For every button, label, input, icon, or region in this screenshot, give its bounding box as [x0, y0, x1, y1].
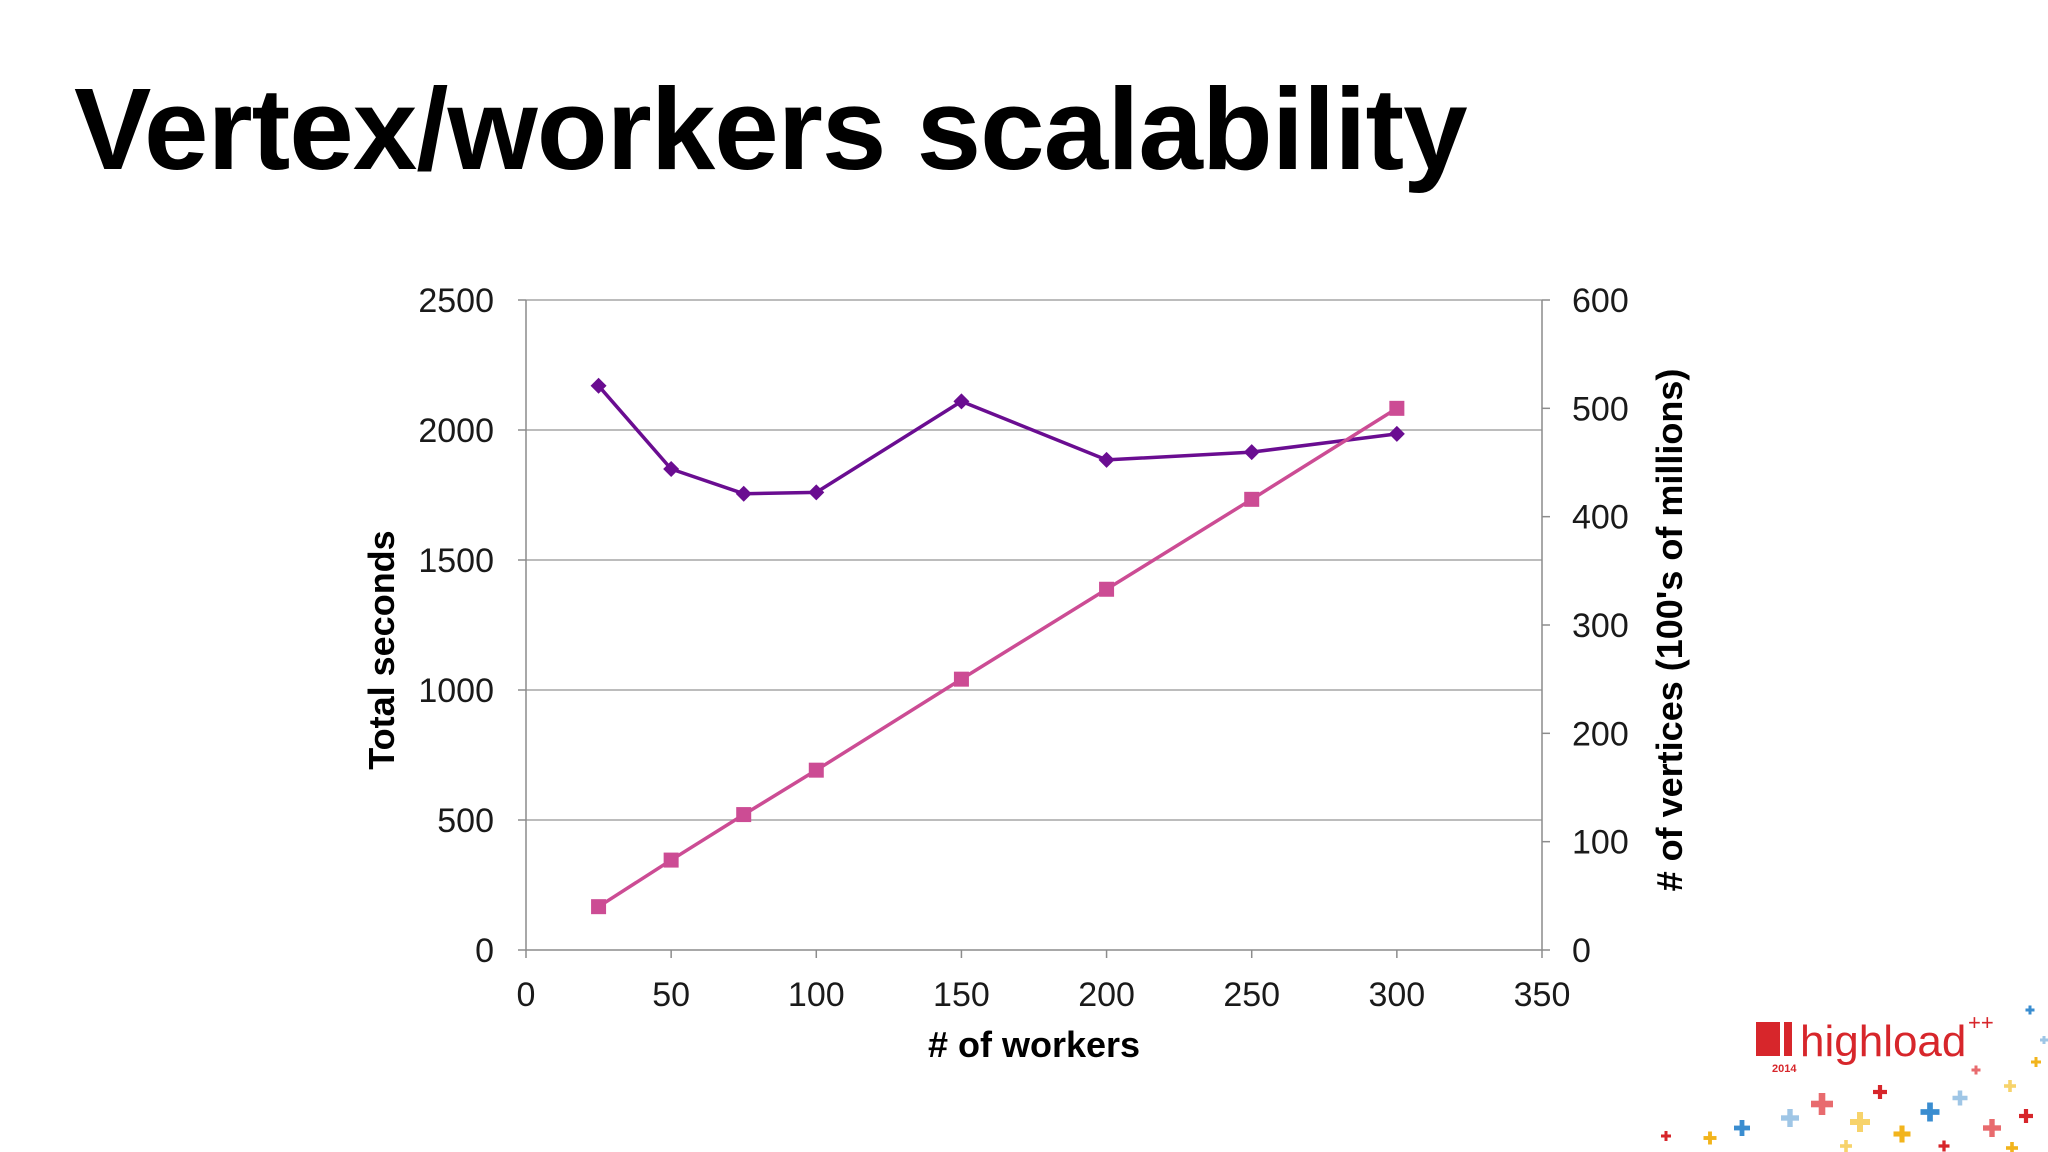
cross-icon [1983, 1119, 2001, 1137]
series-2-point [953, 671, 969, 687]
x-axis-title: # of workers [928, 1024, 1140, 1065]
cross-bar [1899, 1125, 1905, 1143]
cross-icon [2031, 1057, 2041, 1067]
x-tick-label: 100 [788, 976, 845, 1014]
highload-logo: highload ++ 2014 [1661, 1005, 2048, 1152]
y-tick-label: 1500 [418, 542, 494, 580]
y-tick-label: 500 [437, 802, 494, 840]
cross-icon [2025, 1005, 2035, 1015]
x-tick-label: 300 [1368, 976, 1425, 1014]
decorative-crosses [1661, 1005, 2048, 1152]
cross-bar [1844, 1140, 1848, 1152]
series-2-point [663, 852, 679, 868]
cross-bar [1942, 1140, 1946, 1152]
series-2-point [736, 807, 752, 823]
logo-superscript: ++ [1968, 1010, 1994, 1035]
cross-icon [1938, 1140, 1950, 1152]
cross-icon [1920, 1102, 1940, 1122]
cross-bar [1818, 1093, 1826, 1115]
x-tick-label: 50 [652, 976, 690, 1014]
series-2-point [591, 899, 607, 915]
cross-icon [1971, 1065, 1981, 1075]
x-tick-label: 0 [517, 976, 536, 1014]
logo-wordmark: highload [1800, 1017, 1966, 1066]
series-1-point [735, 485, 752, 502]
series-2-point [1244, 491, 1260, 507]
y-tick-label: 0 [475, 932, 494, 970]
cross-icon [1734, 1120, 1750, 1136]
logo-mark-icon [1756, 1022, 1780, 1056]
series-layer [590, 377, 1405, 915]
cross-bar [2010, 1142, 2014, 1152]
cross-bar [1708, 1131, 1712, 1145]
series-2-point [808, 762, 824, 778]
y2-tick-label: 0 [1572, 932, 1591, 970]
series-2-line [597, 406, 1398, 909]
slide-title: Vertex/workers scalability [74, 64, 1468, 194]
cross-bar [1857, 1112, 1863, 1132]
x-tick-label: 250 [1223, 976, 1280, 1014]
cross-icon [1850, 1112, 1870, 1132]
y2-tick-label: 300 [1572, 607, 1629, 645]
cross-bar [1664, 1131, 1668, 1141]
y-axis-title: Total seconds [361, 530, 402, 769]
series-1-point [1098, 451, 1115, 468]
cross-icon [2004, 1080, 2016, 1092]
x-tick-label: 200 [1078, 976, 1135, 1014]
y2-tick-label: 400 [1572, 499, 1629, 537]
cross-bar [1877, 1085, 1883, 1099]
cross-bar [1957, 1090, 1963, 1106]
y2-tick-label: 100 [1572, 824, 1629, 862]
cross-bar [2023, 1109, 2029, 1123]
series-1-point [1388, 425, 1405, 442]
series-1-point [953, 393, 970, 410]
cross-bar [1787, 1109, 1793, 1127]
y2-axis-title: # of vertices (100's of millions) [1649, 369, 1690, 892]
x-tick-label: 350 [1514, 976, 1571, 1014]
cross-icon [1661, 1131, 1671, 1141]
series-1-line [597, 384, 1398, 496]
y2-tick-label: 600 [1572, 282, 1629, 320]
cross-bar [1989, 1119, 1995, 1137]
cross-bar [1927, 1102, 1933, 1122]
gridlines [526, 299, 1542, 821]
series-1-point [663, 461, 680, 477]
cross-bar [2042, 1036, 2046, 1044]
x-tick-label: 150 [933, 976, 990, 1014]
cross-icon [1840, 1140, 1852, 1152]
cross-bar [1974, 1065, 1978, 1075]
cross-bar [2034, 1057, 2038, 1067]
series-2-point [1099, 581, 1115, 597]
series-1-point [808, 484, 825, 501]
y2-tick-label: 200 [1572, 715, 1629, 753]
cross-bar [2028, 1005, 2032, 1015]
cross-icon [2006, 1142, 2018, 1152]
series-1-point [1243, 444, 1260, 461]
cross-icon [2040, 1036, 2048, 1044]
cross-icon [2019, 1109, 2033, 1123]
cross-icon [1703, 1131, 1717, 1145]
series-2-point [1389, 400, 1405, 416]
y-tick-label: 1000 [418, 672, 494, 710]
cross-icon [1781, 1109, 1799, 1127]
cross-bar [1739, 1120, 1745, 1136]
logo-year: 2014 [1772, 1063, 1797, 1075]
logo-mark-bar [1784, 1022, 1792, 1056]
cross-icon [1811, 1093, 1833, 1115]
cross-icon [1952, 1090, 1968, 1106]
y2-tick-label: 500 [1572, 390, 1629, 428]
axes [518, 299, 1550, 958]
y-tick-label: 2000 [418, 412, 494, 450]
y-tick-label: 2500 [418, 282, 494, 320]
cross-icon [1893, 1125, 1911, 1143]
cross-icon [1873, 1085, 1887, 1099]
series-1-point [590, 377, 607, 394]
cross-bar [2008, 1080, 2012, 1092]
tick-labels: 0 50 100 150 200 250 300 3500500100015002000250… [418, 282, 1628, 1014]
